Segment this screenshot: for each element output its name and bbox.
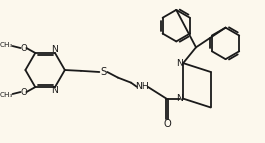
Text: S: S bbox=[100, 67, 107, 77]
Text: CH₃: CH₃ bbox=[0, 42, 13, 48]
Text: N: N bbox=[52, 86, 58, 95]
Text: O: O bbox=[164, 119, 171, 129]
Text: N: N bbox=[176, 94, 183, 103]
Text: O: O bbox=[20, 43, 27, 52]
Text: N: N bbox=[176, 59, 183, 68]
Text: NH: NH bbox=[135, 82, 149, 91]
Text: O: O bbox=[20, 88, 27, 97]
Text: CH₃: CH₃ bbox=[0, 92, 13, 98]
Text: N: N bbox=[52, 45, 58, 54]
